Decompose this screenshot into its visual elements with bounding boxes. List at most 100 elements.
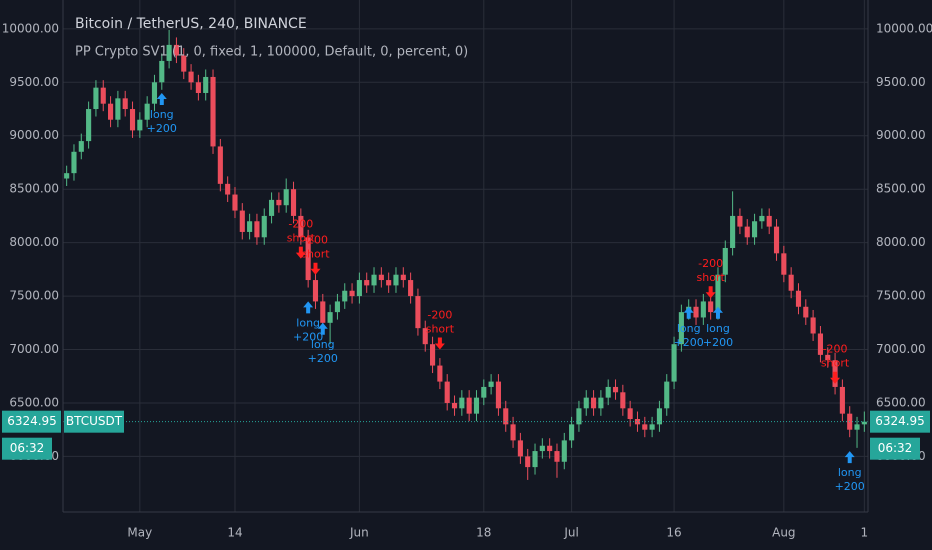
signal-arrow [310, 262, 321, 275]
signal-amount: +200 [308, 352, 338, 365]
y-tick-label: 7500.00 [9, 289, 59, 303]
y-tick-label-right: 8000.00 [876, 235, 926, 249]
y-tick-label-right: 9500.00 [876, 75, 926, 89]
candle-body [620, 392, 626, 409]
x-tick-label: 18 [476, 526, 491, 540]
candle-body [576, 408, 582, 425]
countdown-label: 06:32 [10, 441, 45, 455]
candle-body [766, 215, 772, 227]
candle-body [554, 451, 560, 462]
candle-body [254, 221, 260, 238]
candle-body [517, 440, 523, 457]
signal-amount: -200 [288, 218, 313, 231]
y-tick-label: 8500.00 [9, 182, 59, 196]
candle-body [437, 365, 443, 382]
candle-body [612, 386, 619, 393]
axes: 6000.006000.006500.006500.007000.007000.… [2, 21, 932, 539]
candle-body [422, 328, 428, 345]
candle-body [247, 221, 253, 232]
candle-body [386, 280, 392, 286]
candle-body [298, 215, 304, 238]
signal-label: short [301, 248, 330, 261]
countdown-label-right: 06:32 [878, 441, 913, 455]
candle-body [495, 381, 501, 409]
price-label: 6324.95 [7, 414, 57, 428]
candle-body [290, 189, 297, 216]
candle-body [671, 344, 677, 382]
candle-body [737, 215, 743, 227]
candle-body [569, 424, 575, 441]
candle-body [481, 386, 487, 398]
price-box-right [870, 410, 930, 433]
candle-body [642, 424, 648, 430]
candle-body [839, 386, 845, 414]
signal-label: long [706, 322, 730, 335]
candle-body [269, 199, 275, 216]
price-label-right: 6324.95 [875, 414, 925, 428]
y-tick-label: 7000.00 [9, 342, 59, 356]
candle-body [810, 317, 816, 334]
candle-body [122, 98, 128, 110]
y-tick-label-right: 7000.00 [876, 342, 926, 356]
x-tick-label: Jun [349, 526, 369, 540]
countdown-box-right [870, 437, 920, 460]
candle-body [93, 87, 99, 110]
signal-arrow [705, 286, 716, 299]
candle-body [459, 397, 465, 409]
candle-body [744, 226, 750, 238]
candle-body [151, 82, 158, 104]
candle-body [239, 210, 245, 232]
signal-amount: -200 [698, 257, 723, 270]
candle-body [210, 76, 216, 147]
candle-body [203, 76, 209, 93]
candle-body [773, 226, 780, 254]
candle-body [356, 280, 362, 297]
candle-body [108, 103, 114, 120]
signal-label: long [150, 108, 174, 121]
candle-body [752, 221, 758, 238]
chart-title: Bitcoin / TetherUS, 240, BINANCE [75, 16, 307, 32]
signal-arrow [434, 337, 445, 350]
price-box [2, 410, 61, 433]
signal-amount: -200 [303, 234, 328, 247]
candle-body [488, 381, 494, 387]
candle-body [159, 60, 165, 83]
candle-body [305, 237, 311, 281]
y-tick-label-right: 6500.00 [876, 395, 926, 409]
signal-arrow [303, 301, 314, 314]
signal-amount: +200 [147, 122, 177, 135]
x-tick-label: 1 [861, 526, 869, 540]
candle-body [400, 274, 406, 281]
candle-body [708, 301, 714, 313]
candle-body [129, 109, 136, 131]
candle-body [327, 312, 333, 323]
candle-body [371, 274, 377, 286]
candle-body [700, 301, 706, 318]
candle-body [393, 274, 399, 286]
countdown-box [2, 437, 52, 460]
candle-body [144, 103, 150, 120]
candle-body [283, 189, 289, 206]
candle-body [78, 141, 84, 152]
signal-label: long [677, 322, 701, 335]
candle-body [430, 344, 436, 366]
signal-arrow [683, 306, 694, 319]
signal-arrow [844, 451, 855, 464]
candle-body [532, 451, 538, 468]
candle-body [649, 424, 655, 430]
signal-arrow [295, 246, 306, 259]
candle-body [349, 290, 355, 297]
candle-body [71, 151, 77, 174]
y-tick-label: 9500.00 [9, 75, 59, 89]
y-tick-label: 9000.00 [9, 128, 59, 142]
signal-label: short [821, 357, 850, 370]
candle-body [137, 119, 143, 131]
signal-label: long [296, 316, 320, 329]
y-tick-label: 10000.00 [2, 21, 59, 35]
candle-body [817, 333, 823, 355]
candle-body [217, 146, 223, 184]
y-tick-label: 6500.00 [9, 395, 59, 409]
candle-body [598, 397, 604, 409]
